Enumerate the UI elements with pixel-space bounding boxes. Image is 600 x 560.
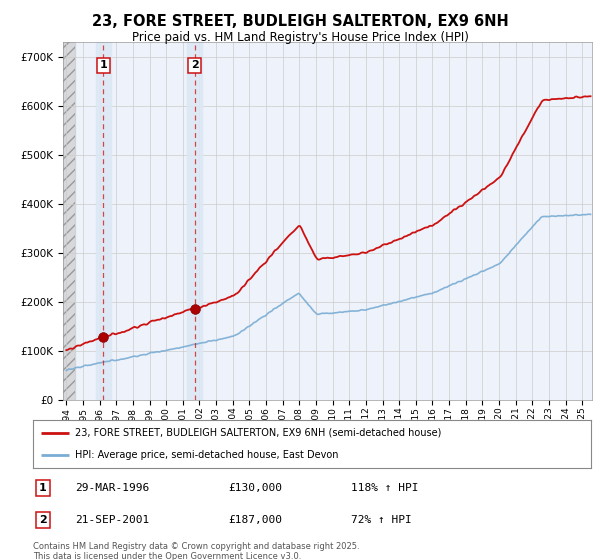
Text: 21-SEP-2001: 21-SEP-2001 [75,515,149,525]
Bar [96,42,111,400]
Text: 1: 1 [100,60,107,71]
Bar [187,42,202,400]
Text: HPI: Average price, semi-detached house, East Devon: HPI: Average price, semi-detached house,… [75,450,338,460]
Text: 29-MAR-1996: 29-MAR-1996 [75,483,149,493]
Text: Price paid vs. HM Land Registry's House Price Index (HPI): Price paid vs. HM Land Registry's House … [131,31,469,44]
Text: 2: 2 [39,515,47,525]
Text: 72% ↑ HPI: 72% ↑ HPI [351,515,412,525]
Text: 23, FORE STREET, BUDLEIGH SALTERTON, EX9 6NH: 23, FORE STREET, BUDLEIGH SALTERTON, EX9… [92,14,508,29]
Bar [63,42,74,400]
Text: £187,000: £187,000 [229,515,283,525]
Text: 2: 2 [191,60,199,71]
Text: Contains HM Land Registry data © Crown copyright and database right 2025.
This d: Contains HM Land Registry data © Crown c… [33,542,359,560]
Text: £130,000: £130,000 [229,483,283,493]
Text: 118% ↑ HPI: 118% ↑ HPI [351,483,419,493]
Bar [63,42,74,400]
Text: 1: 1 [39,483,47,493]
Text: 23, FORE STREET, BUDLEIGH SALTERTON, EX9 6NH (semi-detached house): 23, FORE STREET, BUDLEIGH SALTERTON, EX9… [75,428,441,438]
